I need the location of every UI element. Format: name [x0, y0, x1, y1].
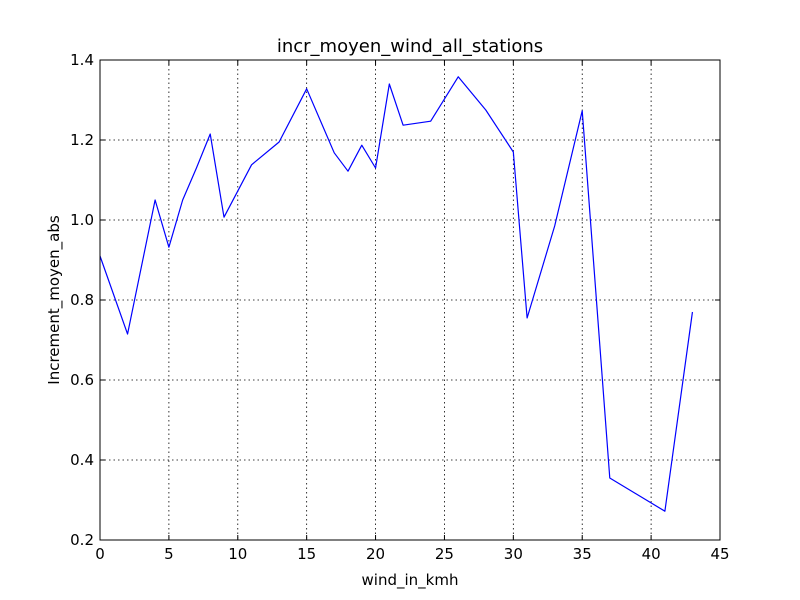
- x-tick-label: 0: [95, 545, 105, 563]
- chart-title: incr_moyen_wind_all_stations: [277, 36, 543, 57]
- x-tick-label: 10: [228, 545, 247, 563]
- y-tick-label: 1.4: [70, 51, 94, 69]
- series-group: [99, 76, 694, 512]
- y-tick-label: 0.4: [70, 451, 94, 469]
- y-tick-label: 0.8: [70, 291, 94, 309]
- y-axis-title: Increment_moyen_abs: [45, 215, 64, 385]
- x-axis-title: wind_in_kmh: [362, 571, 459, 590]
- grid: [100, 60, 720, 540]
- y-tick-label: 0.6: [70, 371, 94, 389]
- x-tick-label: 25: [435, 545, 454, 563]
- plot-frame: [99, 59, 721, 541]
- y-tick-label: 1.2: [70, 131, 94, 149]
- x-tick-label: 20: [366, 545, 385, 563]
- y-tick-label: 1.0: [70, 211, 94, 229]
- x-tick-label: 15: [297, 545, 316, 563]
- x-tick-label: 40: [642, 545, 661, 563]
- y-tick-label: 0.2: [70, 531, 94, 549]
- axis-ticks: 0 5 10 15 20 25 30 35 40 45 0.2 0.4 0.6 0.8 1.0 1.2 1.4: [70, 51, 729, 563]
- x-tick-label: 35: [573, 545, 592, 563]
- x-tick-label: 45: [710, 545, 729, 563]
- x-tick-label: 30: [504, 545, 523, 563]
- series-line: [99, 76, 694, 512]
- x-tick-label: 5: [164, 545, 174, 563]
